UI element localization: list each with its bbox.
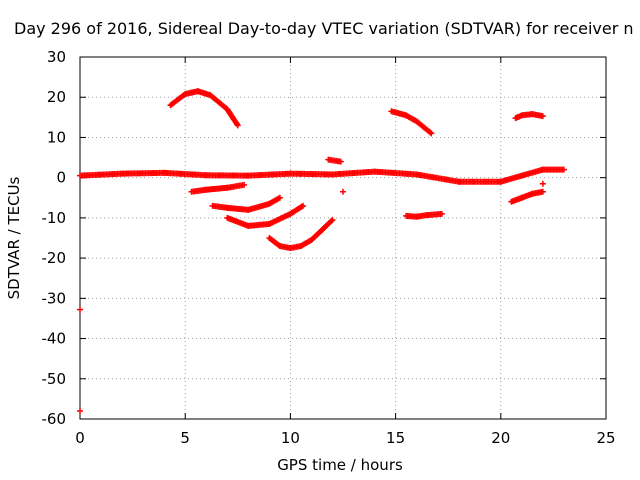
data-series-trace — [209, 194, 283, 213]
data-series-trace — [167, 88, 241, 129]
tick-labels: 0 5 10 15 20 25 30 20 10 0 -10 -20 -30 -40 -50 -60 — [42, 48, 616, 447]
data-point — [428, 130, 435, 137]
data-point — [241, 181, 248, 188]
x-tick-label: 25 — [596, 429, 615, 447]
y-tick-label: -50 — [42, 370, 67, 388]
data-point — [300, 202, 307, 209]
y-tick-label: 30 — [47, 48, 66, 66]
data-series-trace — [340, 188, 346, 195]
data-point — [234, 122, 241, 129]
data-series-trace — [388, 108, 435, 137]
data-point — [337, 158, 344, 165]
data-point — [539, 180, 546, 187]
plot-frame — [79, 56, 607, 420]
y-tick-label: 10 — [47, 128, 66, 146]
y-tick-label: -40 — [42, 330, 67, 348]
grid — [79, 56, 607, 420]
data-point — [328, 217, 335, 224]
data-point — [276, 194, 283, 201]
y-tick-label: -60 — [42, 410, 67, 428]
axes — [79, 56, 607, 420]
data-series-trace — [266, 216, 336, 252]
data-point — [560, 166, 567, 173]
y-tick-label: 0 — [56, 169, 66, 187]
x-tick-label: 15 — [386, 429, 405, 447]
data-point — [438, 210, 445, 217]
data-series-trace — [403, 210, 445, 220]
data-series-trace — [224, 202, 307, 229]
data-series-trace — [77, 306, 83, 414]
x-axis-label: GPS time / hours — [277, 456, 403, 474]
data-point — [340, 188, 346, 195]
x-tick-label: 20 — [491, 429, 510, 447]
y-tick-label: -10 — [42, 209, 67, 227]
x-tick-label: 5 — [180, 429, 190, 447]
data-series-trace — [539, 180, 546, 187]
data-point — [77, 306, 83, 313]
data-series-trace — [188, 181, 248, 195]
y-tick-label: -20 — [42, 249, 67, 267]
data-point — [539, 113, 546, 120]
y-axis-label: SDTVAR / TECUs — [5, 176, 23, 300]
y-tick-label: -30 — [42, 289, 67, 307]
x-tick-label: 10 — [281, 429, 300, 447]
x-tick-label: 0 — [75, 429, 85, 447]
data-point — [233, 121, 240, 128]
data-series — [77, 88, 567, 414]
data-point — [539, 188, 546, 195]
data-series-trace — [508, 188, 546, 205]
data-point — [329, 216, 336, 223]
data-point — [77, 407, 83, 414]
data-series-trace — [77, 166, 567, 185]
y-tick-label: 20 — [47, 88, 66, 106]
data-point — [427, 129, 434, 136]
data-series-trace — [512, 111, 546, 122]
data-series-trace — [325, 156, 344, 165]
